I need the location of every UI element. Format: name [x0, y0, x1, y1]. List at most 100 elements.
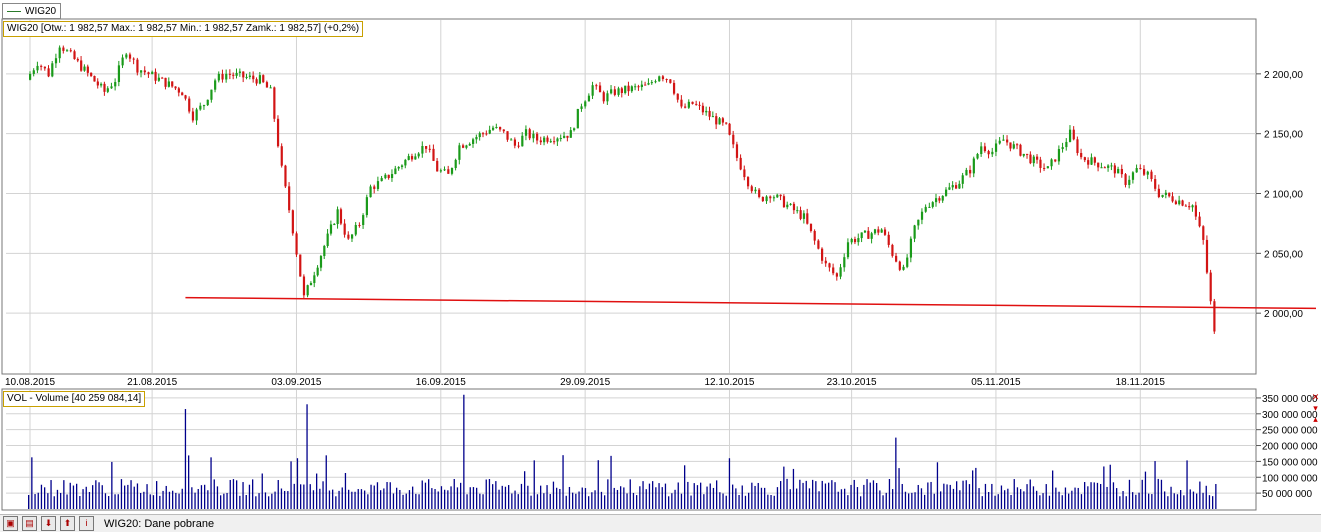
- candle-body: [195, 109, 198, 121]
- candle-body: [242, 71, 245, 78]
- candle-body: [276, 118, 280, 147]
- candle-body: [1050, 159, 1053, 167]
- candle-body: [1090, 157, 1093, 165]
- info-icon[interactable]: i: [79, 516, 94, 531]
- volume-bar: [588, 496, 590, 509]
- print-icon[interactable]: ▤: [22, 516, 37, 531]
- chart-frame-icon[interactable]: ▣: [3, 516, 18, 531]
- candle-body: [1198, 216, 1201, 227]
- volume-bar: [431, 488, 433, 509]
- candle-body: [934, 198, 938, 203]
- volume-bar: [920, 488, 923, 509]
- price-tick-label: 2 200,00: [1264, 70, 1303, 81]
- volume-bar: [757, 482, 759, 509]
- candle-body: [735, 144, 739, 158]
- candle-body: [1113, 165, 1116, 174]
- status-bar: ▣ ▤ ⬇ ⬆ i WIG20: Dane pobrane: [0, 514, 1321, 532]
- volume-bar: [1010, 494, 1012, 509]
- volume-bar: [725, 495, 727, 509]
- candle-body: [665, 79, 668, 81]
- volume-bar: [812, 479, 814, 509]
- volume-bar: [732, 484, 734, 509]
- volume-bar: [824, 483, 827, 509]
- volume-bar: [501, 485, 503, 509]
- volume-bar: [232, 479, 235, 509]
- volume-bar: [1154, 461, 1156, 509]
- candle-body: [1016, 144, 1019, 146]
- volume-bar: [239, 495, 241, 509]
- volume-bar: [530, 495, 532, 509]
- candle-body: [521, 135, 524, 147]
- volume-bar: [514, 490, 516, 509]
- volume-bar: [565, 495, 567, 509]
- volume-bar: [1112, 482, 1115, 509]
- candle-body: [931, 202, 934, 207]
- volume-bar: [600, 491, 603, 509]
- volume-bar: [856, 487, 859, 509]
- download-icon[interactable]: ⬇: [41, 516, 56, 531]
- volume-bar: [1100, 483, 1102, 509]
- price-tick-label: 2 150,00: [1264, 130, 1303, 141]
- volume-bar: [120, 479, 123, 509]
- volume-bar: [1116, 488, 1118, 509]
- candle-body: [746, 177, 750, 187]
- candle-body: [591, 85, 594, 96]
- volume-bar: [591, 492, 593, 509]
- volume-bar: [840, 489, 843, 509]
- candle-body: [295, 233, 298, 255]
- volume-bar: [959, 490, 961, 509]
- candle-body: [725, 122, 728, 124]
- candle-body: [362, 215, 365, 225]
- volume-bar: [1096, 482, 1099, 509]
- volume-bar: [655, 487, 657, 509]
- candle-body: [610, 89, 613, 94]
- candle-body: [750, 186, 753, 192]
- volume-bar: [808, 488, 811, 509]
- candle-body: [235, 72, 238, 76]
- candle-body: [407, 156, 410, 160]
- candle-body: [958, 183, 961, 189]
- candle-body: [695, 103, 698, 105]
- candle-body: [228, 73, 232, 75]
- x-tick-label: 10.08.2015: [5, 377, 55, 388]
- candle-body: [799, 210, 802, 219]
- volume-bar: [412, 486, 414, 509]
- candle-body: [255, 79, 258, 84]
- candle-body: [121, 57, 124, 66]
- candle-body: [902, 266, 905, 270]
- candle-body: [976, 154, 979, 159]
- legend[interactable]: WIG20: [2, 3, 62, 19]
- candle-body: [417, 153, 420, 157]
- candle-body: [539, 140, 542, 143]
- candle-body: [1142, 168, 1146, 175]
- volume-bar: [536, 494, 539, 509]
- volume-bar: [175, 492, 177, 509]
- volume-bar: [316, 473, 318, 509]
- candle-body: [1209, 272, 1212, 302]
- volume-bar: [917, 484, 919, 509]
- volume-bar: [133, 486, 135, 509]
- volume-bar: [117, 494, 119, 509]
- candle-body: [870, 233, 873, 239]
- volume-bar: [664, 483, 667, 509]
- volume-bar: [447, 490, 449, 509]
- volume-bar: [255, 496, 257, 509]
- volume-bar: [287, 491, 289, 509]
- volume-bar: [613, 487, 615, 509]
- volume-bar: [693, 483, 695, 509]
- volume-bar: [1186, 460, 1188, 509]
- candle-body: [103, 83, 106, 92]
- volume-bar: [402, 494, 404, 509]
- candle-body: [965, 169, 968, 176]
- trendline[interactable]: [185, 296, 1317, 310]
- upload-icon[interactable]: ⬆: [60, 516, 75, 531]
- candle-body: [1146, 171, 1149, 175]
- expand-panel-icon[interactable]: ▴: [1313, 414, 1318, 424]
- close-panel-icon[interactable]: ✕: [1311, 392, 1320, 402]
- volume-bar: [1106, 486, 1108, 509]
- candle-body: [210, 89, 213, 100]
- candle-body: [1128, 179, 1131, 185]
- candle-body: [117, 65, 121, 83]
- collapse-panel-icon[interactable]: ▾: [1313, 403, 1318, 413]
- support-trendline[interactable]: [185, 296, 1317, 310]
